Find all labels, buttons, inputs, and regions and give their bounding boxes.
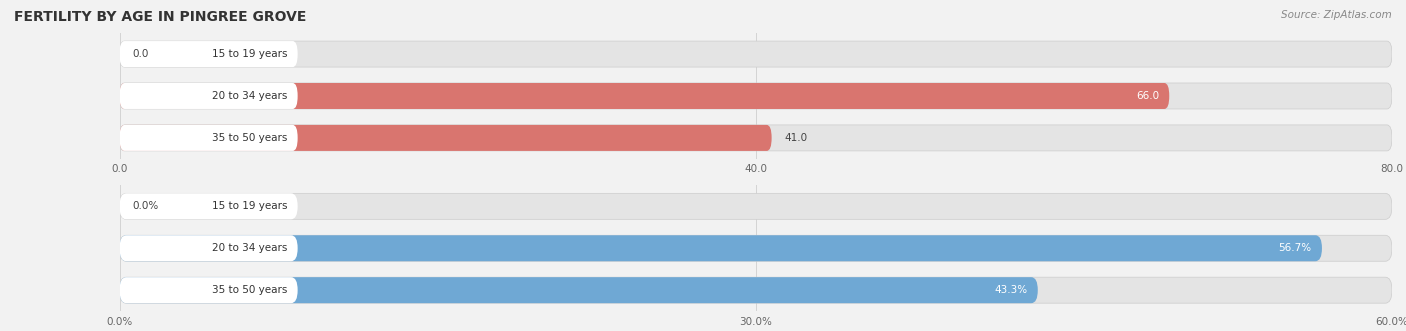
Text: Source: ZipAtlas.com: Source: ZipAtlas.com — [1281, 10, 1392, 20]
FancyBboxPatch shape — [120, 277, 1392, 303]
FancyBboxPatch shape — [120, 41, 1392, 67]
FancyBboxPatch shape — [120, 125, 298, 151]
Text: 35 to 50 years: 35 to 50 years — [212, 133, 287, 143]
FancyBboxPatch shape — [120, 193, 298, 219]
FancyBboxPatch shape — [120, 83, 298, 109]
Text: 66.0: 66.0 — [1136, 91, 1159, 101]
FancyBboxPatch shape — [120, 83, 1392, 109]
Text: FERTILITY BY AGE IN PINGREE GROVE: FERTILITY BY AGE IN PINGREE GROVE — [14, 10, 307, 24]
FancyBboxPatch shape — [120, 235, 1392, 261]
FancyBboxPatch shape — [120, 277, 1038, 303]
Text: 20 to 34 years: 20 to 34 years — [212, 243, 287, 253]
Text: 41.0: 41.0 — [785, 133, 807, 143]
Text: 15 to 19 years: 15 to 19 years — [212, 49, 288, 59]
Text: 43.3%: 43.3% — [994, 285, 1028, 295]
Text: 20 to 34 years: 20 to 34 years — [212, 91, 287, 101]
FancyBboxPatch shape — [120, 41, 298, 67]
Text: 0.0%: 0.0% — [132, 201, 159, 211]
FancyBboxPatch shape — [120, 125, 1392, 151]
Text: 35 to 50 years: 35 to 50 years — [212, 285, 287, 295]
Text: 15 to 19 years: 15 to 19 years — [212, 201, 288, 211]
FancyBboxPatch shape — [120, 193, 1392, 219]
FancyBboxPatch shape — [120, 125, 772, 151]
FancyBboxPatch shape — [120, 83, 1170, 109]
Text: 56.7%: 56.7% — [1278, 243, 1312, 253]
FancyBboxPatch shape — [120, 235, 298, 261]
FancyBboxPatch shape — [120, 277, 298, 303]
Text: 0.0: 0.0 — [132, 49, 149, 59]
FancyBboxPatch shape — [120, 235, 1322, 261]
